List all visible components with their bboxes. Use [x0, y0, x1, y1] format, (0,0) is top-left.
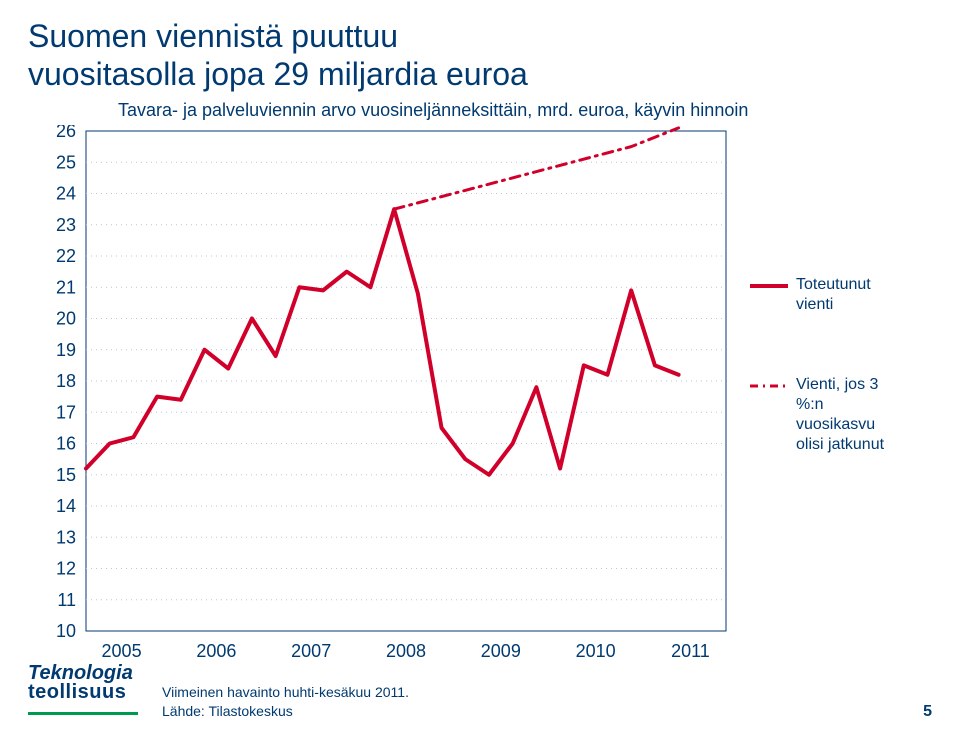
title-line2: vuositasolla jopa 29 miljardia euroa [28, 56, 528, 92]
svg-text:21: 21 [56, 277, 76, 297]
line-chart: 10 11 12 13 14 15 16 17 18 19 20 21 22 23 24 25 26 2005 20… [28, 125, 736, 670]
legend-swatch-actual [750, 284, 788, 288]
svg-text:17: 17 [56, 402, 76, 422]
svg-text:14: 14 [56, 496, 76, 516]
svg-text:24: 24 [56, 183, 76, 203]
svg-text:2011: 2011 [671, 641, 710, 661]
source-line2: Lähde: Tilastokeskus [162, 702, 409, 721]
svg-text:2009: 2009 [481, 641, 521, 661]
svg-text:13: 13 [56, 527, 76, 547]
source-line1: Viimeinen havainto huhti-kesäkuu 2011. [162, 683, 409, 702]
logo-bar [28, 712, 138, 715]
svg-text:19: 19 [56, 339, 76, 359]
svg-text:16: 16 [56, 433, 76, 453]
legend-label-actual: Toteutunut vienti [796, 275, 906, 315]
footer-left: Teknologia teollisuus Viimeinen havainto… [28, 664, 409, 721]
svg-text:2005: 2005 [102, 641, 142, 661]
svg-text:15: 15 [56, 464, 76, 484]
legend-item-whatif: Vienti, jos 3 %:n vuosikasvu olisi jatku… [750, 375, 906, 455]
page-number: 5 [923, 703, 932, 721]
svg-text:2006: 2006 [196, 641, 236, 661]
svg-text:18: 18 [56, 371, 76, 391]
legend-swatch-whatif [750, 384, 788, 388]
svg-text:12: 12 [56, 558, 76, 578]
chart-svg: 10 11 12 13 14 15 16 17 18 19 20 21 22 23 24 25 26 2005 20… [28, 125, 736, 665]
page-title: Suomen viennistä puuttuu vuositasolla jo… [28, 18, 932, 94]
svg-text:2010: 2010 [576, 641, 616, 661]
chart-subtitle: Tavara- ja palveluviennin arvo vuosinelj… [118, 100, 932, 121]
svg-text:2008: 2008 [386, 641, 426, 661]
legend-label-whatif: Vienti, jos 3 %:n vuosikasvu olisi jatku… [796, 375, 906, 455]
footer: Teknologia teollisuus Viimeinen havainto… [28, 664, 932, 721]
logo: Teknologia teollisuus [28, 664, 138, 721]
slide: Suomen viennistä puuttuu vuositasolla jo… [0, 0, 960, 735]
svg-text:23: 23 [56, 214, 76, 234]
title-line1: Suomen viennistä puuttuu [28, 18, 398, 54]
svg-text:10: 10 [56, 621, 76, 641]
chart-area: 10 11 12 13 14 15 16 17 18 19 20 21 22 23 24 25 26 2005 20… [28, 125, 932, 670]
svg-text:2007: 2007 [291, 641, 331, 661]
legend: Toteutunut vienti Vienti, jos 3 %:n vuos… [736, 125, 906, 515]
svg-text:26: 26 [56, 125, 76, 141]
source: Viimeinen havainto huhti-kesäkuu 2011. L… [162, 683, 409, 721]
legend-item-actual: Toteutunut vienti [750, 275, 906, 315]
svg-text:22: 22 [56, 246, 76, 266]
svg-text:11: 11 [57, 589, 76, 609]
svg-text:25: 25 [56, 152, 76, 172]
logo-line2: teollisuus [28, 683, 138, 702]
svg-text:20: 20 [56, 308, 76, 328]
